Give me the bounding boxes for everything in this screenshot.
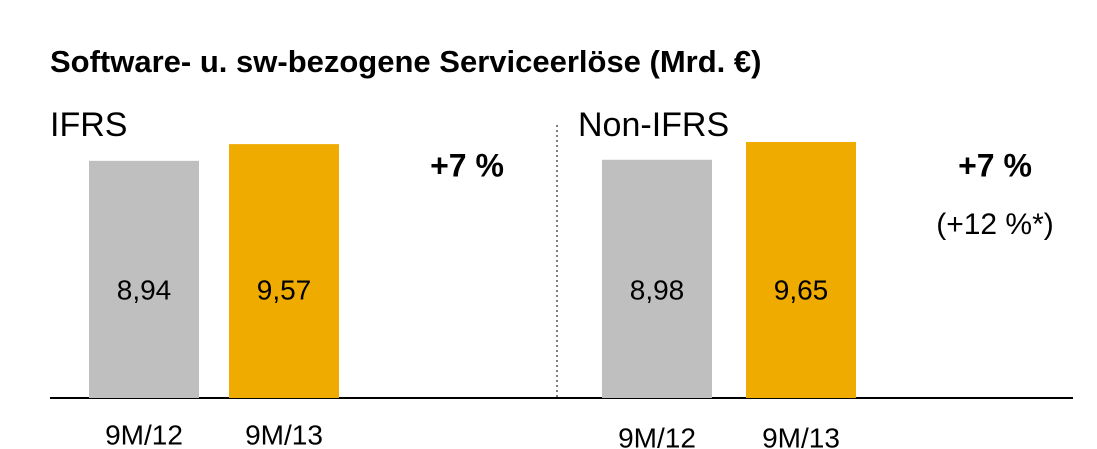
- value-label: 8,98: [630, 274, 685, 305]
- x-tick-label: 9M/13: [762, 422, 840, 449]
- bar: [229, 144, 339, 398]
- chart-title: Software- u. sw-bezogene Serviceerlöse (…: [50, 44, 761, 79]
- value-label: 8,94: [117, 274, 172, 305]
- value-label: 9,57: [257, 274, 312, 305]
- note: (+12 %*): [936, 208, 1054, 241]
- bar: [602, 159, 712, 398]
- annotation: +7 %: [958, 147, 1032, 183]
- annotation: +7 %: [430, 147, 504, 183]
- panel-subtitle: Non-IFRS: [578, 106, 729, 144]
- x-tick-label: 9M/12: [105, 419, 183, 449]
- x-tick-label: 9M/12: [618, 422, 696, 449]
- bar: [89, 160, 199, 398]
- bar: [746, 142, 856, 398]
- x-tick-label: 9M/13: [245, 419, 323, 449]
- panel-subtitle: IFRS: [50, 106, 127, 144]
- value-label: 9,65: [774, 274, 829, 305]
